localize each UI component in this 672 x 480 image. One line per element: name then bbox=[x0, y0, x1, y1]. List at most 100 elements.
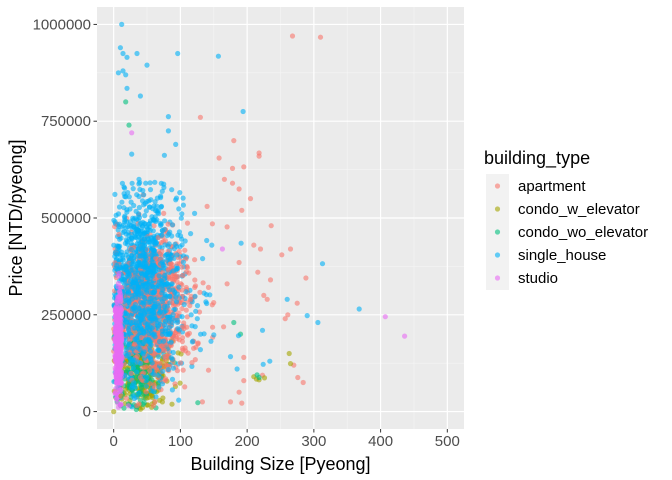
point-single_house bbox=[153, 394, 159, 400]
point-single_house bbox=[284, 296, 290, 302]
point-single_house bbox=[177, 190, 183, 196]
point-apartment bbox=[221, 324, 227, 330]
point-single_house bbox=[164, 257, 170, 263]
point-studio bbox=[116, 270, 122, 277]
legend-key-condo_wo_elevator bbox=[494, 229, 501, 235]
point-single_house bbox=[304, 313, 310, 319]
point-apartment bbox=[227, 399, 234, 405]
x-tick-label: 300 bbox=[301, 433, 326, 450]
point-studio bbox=[115, 376, 121, 382]
point-apartment bbox=[157, 360, 163, 366]
point-single_house bbox=[136, 176, 142, 182]
point-single_house bbox=[215, 53, 221, 59]
point-apartment bbox=[172, 381, 178, 387]
point-single_house bbox=[124, 54, 130, 60]
point-single_house bbox=[145, 306, 151, 312]
point-single_house bbox=[143, 208, 149, 214]
point-single_house bbox=[156, 273, 162, 279]
point-condo_wo_elevator bbox=[195, 400, 201, 406]
point-single_house bbox=[147, 344, 153, 350]
point-single_house bbox=[179, 314, 185, 320]
point-single_house bbox=[165, 128, 171, 134]
point-apartment bbox=[192, 277, 198, 283]
point-single_house bbox=[150, 216, 156, 223]
point-single_house bbox=[174, 252, 180, 258]
point-single_house bbox=[166, 324, 173, 330]
point-apartment bbox=[128, 370, 134, 376]
point-single_house bbox=[135, 305, 142, 311]
point-apartment bbox=[236, 389, 242, 395]
point-single_house bbox=[167, 293, 173, 299]
point-apartment bbox=[241, 164, 247, 170]
point-apartment bbox=[224, 281, 230, 287]
point-single_house bbox=[123, 72, 129, 78]
point-single_house bbox=[130, 215, 136, 221]
point-apartment bbox=[236, 259, 242, 266]
point-studio bbox=[129, 130, 135, 136]
point-single_house bbox=[180, 202, 186, 208]
point-studio bbox=[125, 403, 131, 409]
point-single_house bbox=[133, 336, 139, 342]
point-single_house bbox=[136, 211, 142, 217]
point-studio bbox=[115, 319, 121, 325]
point-single_house bbox=[130, 186, 136, 192]
point-apartment bbox=[205, 284, 212, 290]
point-studio bbox=[219, 246, 225, 252]
point-apartment bbox=[192, 284, 198, 290]
point-apartment bbox=[181, 326, 187, 332]
point-single_house bbox=[144, 226, 151, 232]
point-apartment bbox=[255, 269, 261, 275]
point-single_house bbox=[139, 198, 146, 204]
point-condo_w_elevator bbox=[177, 380, 183, 386]
point-apartment bbox=[300, 379, 306, 386]
point-apartment bbox=[256, 150, 262, 156]
point-apartment bbox=[216, 155, 222, 161]
y-tick-label: 250000 bbox=[41, 307, 91, 324]
point-apartment bbox=[184, 331, 190, 337]
point-apartment bbox=[132, 329, 138, 335]
point-single_house bbox=[161, 152, 167, 158]
point-single_house bbox=[170, 349, 176, 356]
point-studio bbox=[113, 351, 119, 357]
point-single_house bbox=[152, 304, 158, 310]
point-single_house bbox=[142, 286, 148, 292]
point-single_house bbox=[137, 222, 143, 228]
point-single_house bbox=[158, 203, 165, 209]
point-condo_wo_elevator bbox=[138, 382, 144, 388]
point-apartment bbox=[241, 354, 247, 360]
point-single_house bbox=[315, 319, 321, 326]
point-single_house bbox=[120, 257, 126, 263]
point-single_house bbox=[152, 288, 158, 294]
point-apartment bbox=[229, 180, 236, 186]
point-single_house bbox=[123, 311, 129, 317]
point-single_house bbox=[150, 259, 156, 265]
point-apartment bbox=[303, 275, 309, 281]
legend: building_type apartment condo_w_elevatorc… bbox=[484, 148, 648, 290]
point-apartment bbox=[159, 343, 165, 349]
point-apartment bbox=[177, 360, 184, 366]
point-single_house bbox=[143, 180, 149, 186]
point-single_house bbox=[128, 240, 134, 246]
point-single_house bbox=[151, 331, 157, 337]
point-apartment bbox=[221, 176, 227, 182]
point-single_house bbox=[127, 319, 133, 325]
point-single_house bbox=[172, 241, 178, 247]
point-single_house bbox=[122, 214, 128, 221]
point-apartment bbox=[197, 289, 203, 295]
point-single_house bbox=[166, 318, 172, 324]
legend-label-apartment: apartment bbox=[518, 178, 586, 195]
point-apartment bbox=[282, 316, 288, 322]
point-studio bbox=[382, 314, 388, 320]
point-single_house bbox=[175, 265, 181, 271]
point-single_house bbox=[142, 213, 148, 219]
point-single_house bbox=[136, 181, 142, 187]
point-studio bbox=[118, 284, 124, 290]
point-apartment bbox=[185, 350, 191, 356]
point-single_house bbox=[133, 263, 140, 270]
point-single_house bbox=[147, 268, 153, 274]
point-single_house bbox=[179, 236, 185, 242]
legend-label-condo_wo_elevator: condo_wo_elevator bbox=[518, 224, 648, 241]
point-apartment bbox=[229, 165, 236, 171]
point-single_house bbox=[129, 357, 135, 363]
